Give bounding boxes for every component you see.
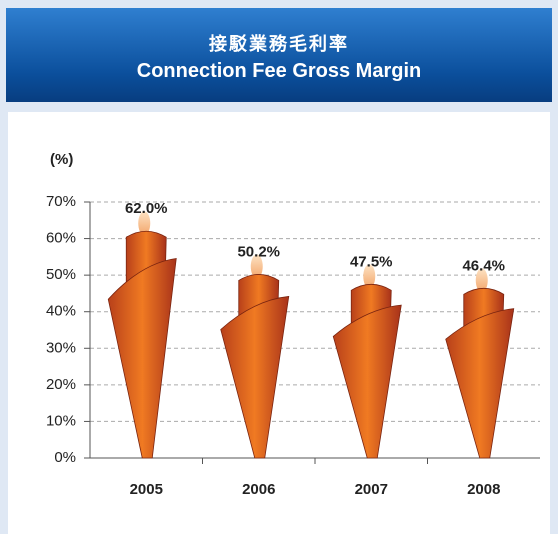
y-tick-label: 70% (46, 193, 76, 210)
value-label: 62.0% (125, 200, 168, 217)
y-axis-label: (%) (50, 151, 73, 168)
bar-cone (332, 304, 402, 459)
flame (475, 268, 488, 293)
chart-title: 接駁業務毛利率 (209, 34, 349, 54)
y-tick-label: 50% (46, 266, 76, 283)
value-label: 47.5% (350, 253, 393, 270)
y-tick-label: 20% (46, 376, 76, 393)
bar-cone (220, 295, 290, 459)
y-tick-label: 40% (46, 303, 76, 320)
x-tick-label: 2008 (467, 481, 500, 498)
y-tick-label: 30% (46, 339, 76, 356)
y-tick-label: 10% (46, 412, 76, 429)
header: 接駁業務毛利率 Connection Fee Gross Margin (6, 8, 552, 102)
y-tick-label: 60% (46, 230, 76, 247)
flame (363, 264, 376, 289)
flame (138, 211, 151, 236)
x-tick-label: 2005 (130, 481, 163, 498)
chart-subtitle: Connection Fee Gross Margin (136, 60, 422, 82)
value-label: 46.4% (462, 257, 505, 274)
x-tick-label: 2007 (355, 481, 388, 498)
flame (250, 254, 263, 279)
bar-cone (445, 308, 515, 459)
y-tick-label: 0% (54, 449, 76, 466)
bar-cone (107, 258, 177, 459)
x-tick-label: 2006 (242, 481, 275, 498)
value-label: 50.2% (237, 243, 280, 260)
